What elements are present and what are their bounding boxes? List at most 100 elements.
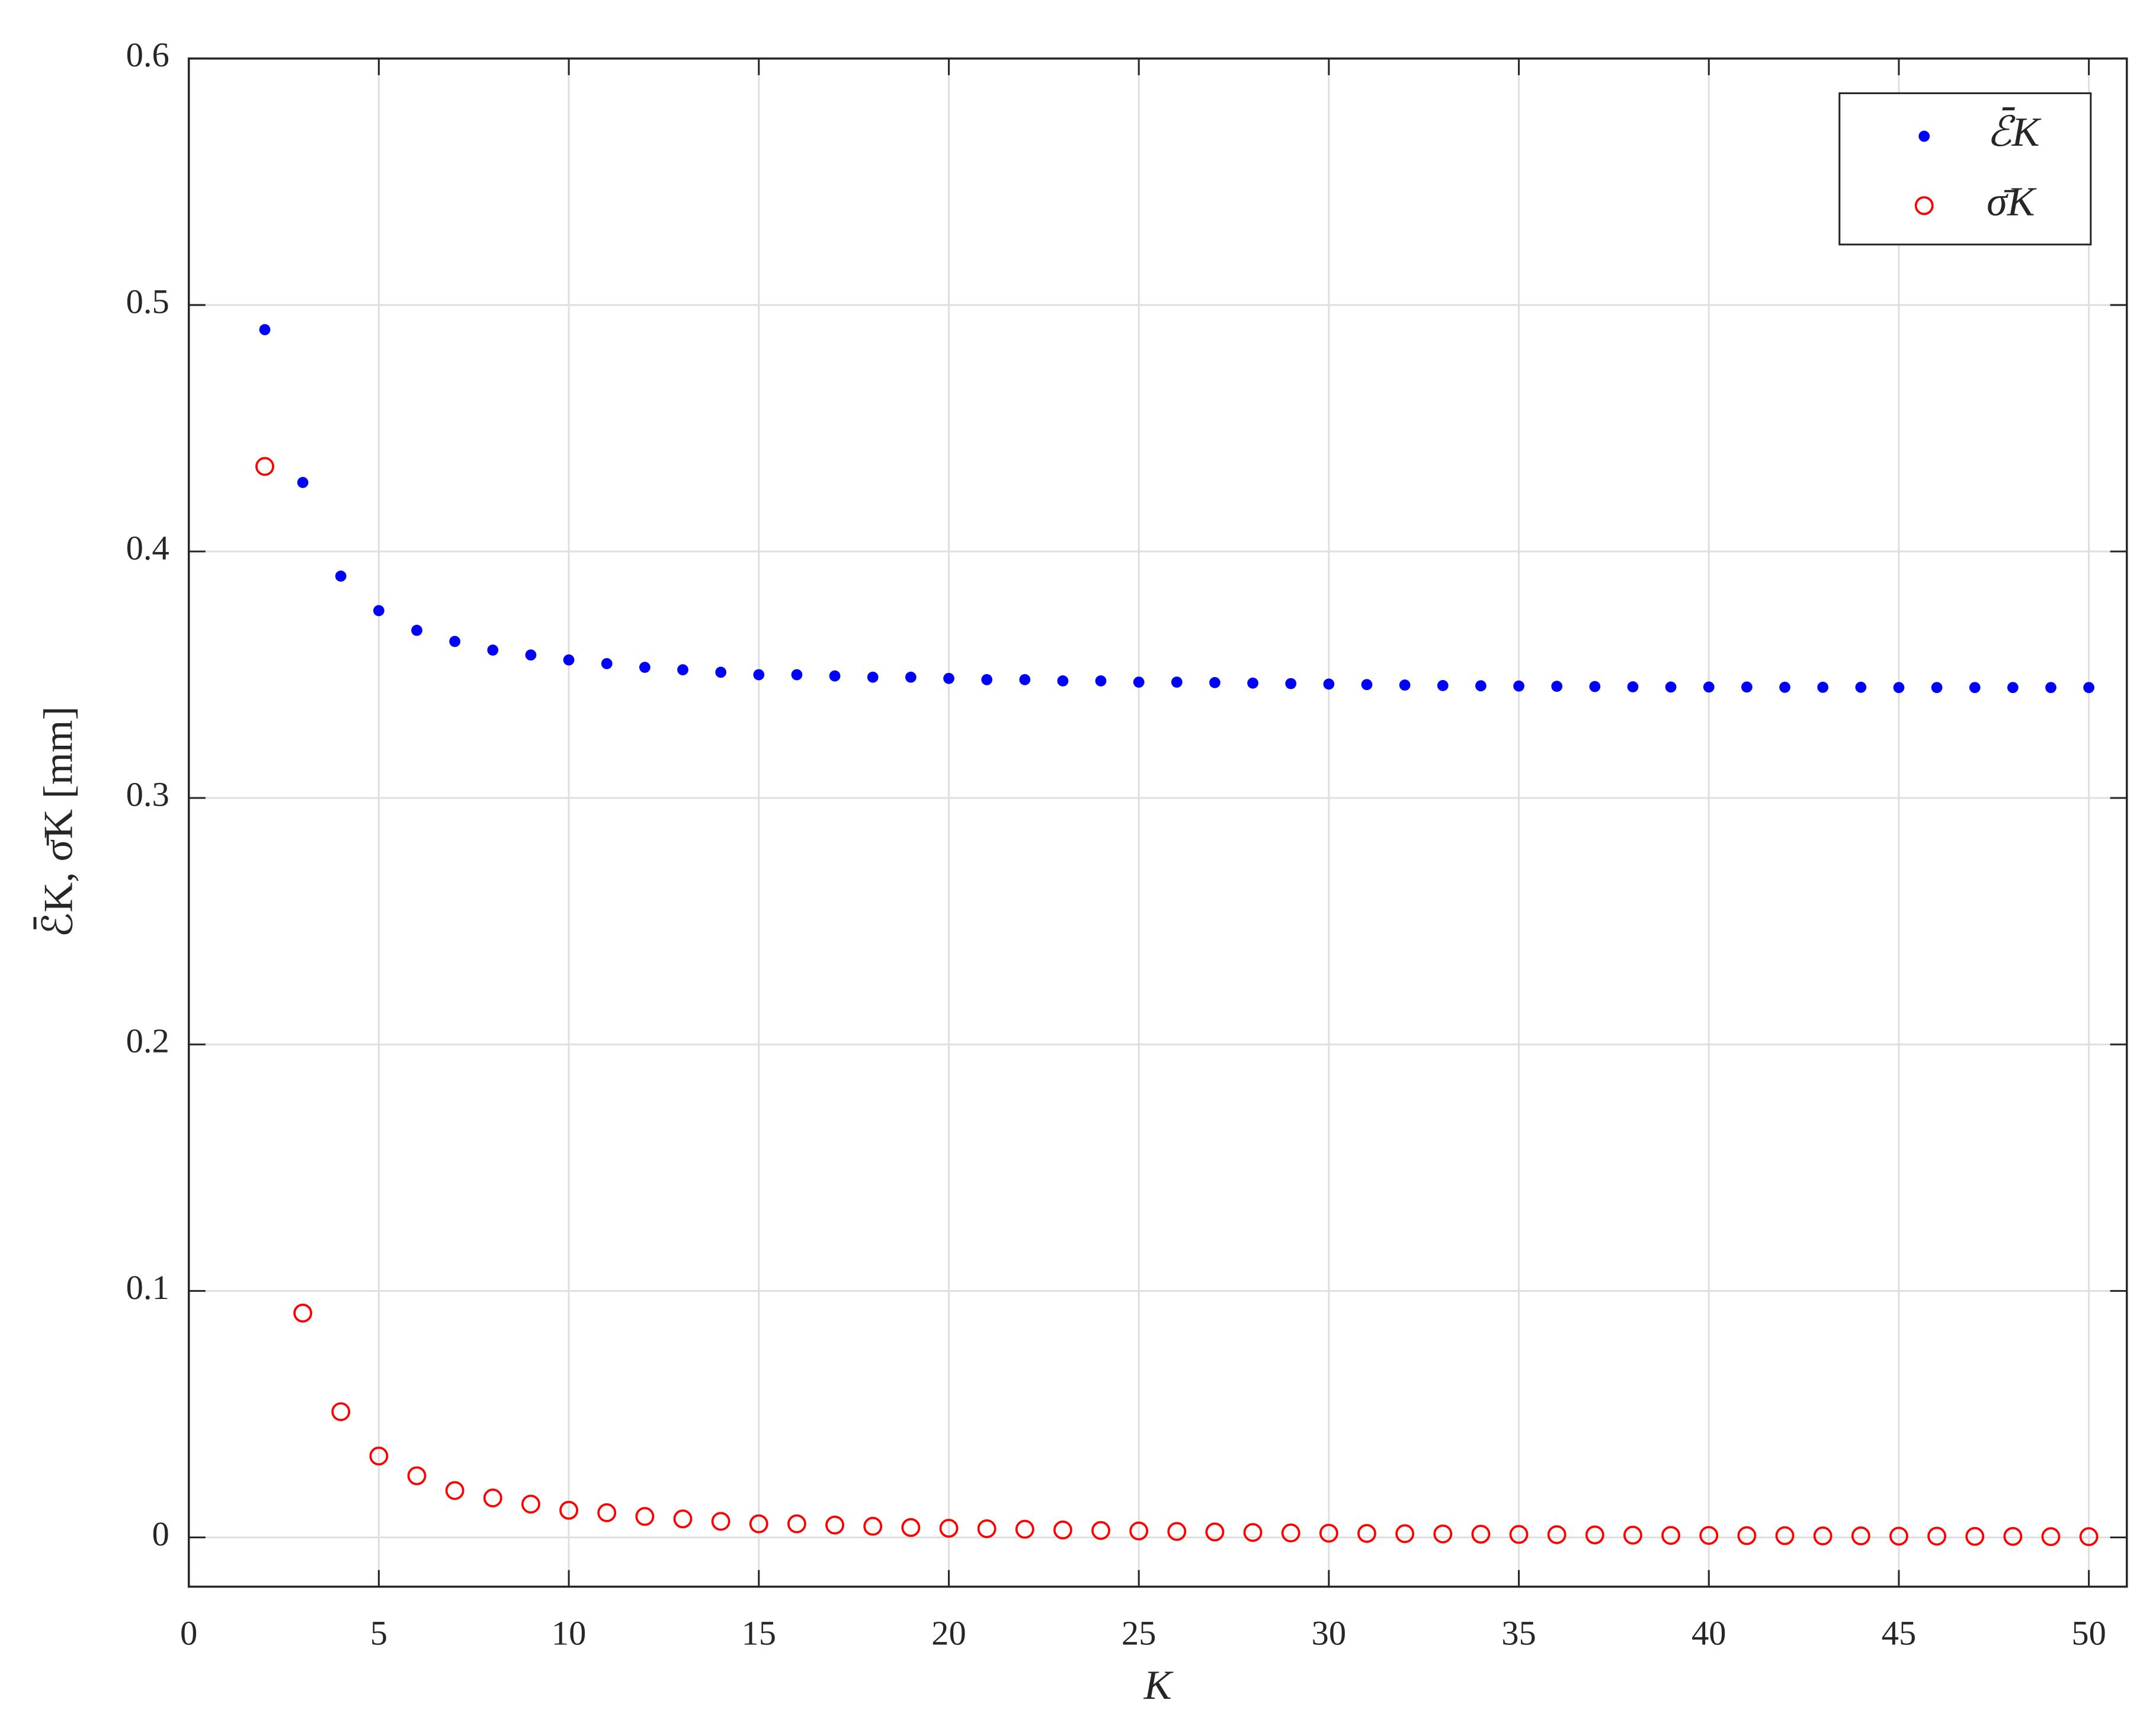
data-point: [483, 1488, 502, 1507]
data-point: [445, 1481, 464, 1500]
data-point: [639, 662, 651, 673]
data-point: [1509, 1525, 1529, 1544]
data-point: [711, 1512, 731, 1531]
data-point: [597, 1503, 617, 1522]
data-point: [1209, 677, 1220, 688]
data-point: [1779, 681, 1790, 693]
x-tick-label: 50: [2071, 1614, 2106, 1652]
data-point: [1661, 1526, 1681, 1545]
data-point: [1205, 1522, 1225, 1542]
data-point: [2079, 1527, 2099, 1547]
data-point: [1323, 678, 1335, 690]
data-point: [293, 1303, 313, 1323]
data-point: [1965, 1526, 1985, 1546]
legend-marker: [1918, 130, 1930, 142]
y-tick-label: 0.5: [126, 282, 169, 320]
data-point: [369, 1446, 389, 1466]
data-point: [373, 605, 385, 617]
data-point: [753, 669, 765, 681]
data-point: [297, 477, 309, 488]
data-point: [2007, 682, 2019, 694]
data-point: [1855, 681, 1867, 693]
x-tick-label: 0: [180, 1614, 197, 1652]
data-point: [2045, 682, 2056, 694]
y-axis-label: ℰ̄K, σ̄K [mm]: [34, 706, 82, 938]
data-point: [673, 1509, 693, 1529]
legend-marker: [1914, 196, 1934, 216]
data-point: [1019, 674, 1031, 685]
data-point: [867, 671, 879, 683]
data-point: [863, 1516, 883, 1536]
data-point: [1285, 678, 1297, 689]
data-point: [1015, 1519, 1034, 1539]
plot-frame: [187, 57, 2128, 1588]
data-point: [335, 570, 347, 582]
data-point: [901, 1518, 921, 1537]
data-point: [259, 324, 271, 335]
data-point: [1775, 1526, 1795, 1545]
data-point: [521, 1494, 540, 1514]
x-tick-label: 40: [1692, 1614, 1726, 1652]
data-point: [1053, 1521, 1072, 1539]
data-point: [1475, 680, 1487, 692]
data-point: [449, 636, 461, 647]
x-tick-label: 10: [552, 1614, 587, 1652]
data-point: [635, 1507, 655, 1526]
data-point: [1243, 1523, 1263, 1542]
y-tick-label: 0: [152, 1515, 169, 1553]
data-point: [1395, 1524, 1415, 1544]
data-point: [559, 1500, 579, 1520]
data-point: [749, 1514, 768, 1534]
data-point: [1057, 675, 1069, 687]
data-point: [1813, 1526, 1833, 1545]
data-point: [1623, 1525, 1642, 1545]
data-point: [601, 657, 613, 669]
data-point: [825, 1515, 844, 1535]
x-axis-label: K: [1143, 1662, 1174, 1708]
data-point: [2083, 682, 2095, 694]
data-point: [1091, 1521, 1110, 1540]
data-point: [525, 649, 537, 661]
legend-box: [1838, 92, 2092, 246]
data-point: [1357, 1523, 1376, 1543]
x-tick-label: 30: [1312, 1614, 1347, 1652]
data-point: [2041, 1527, 2061, 1547]
data-point: [1931, 682, 1943, 694]
x-tick-label: 45: [1882, 1614, 1917, 1652]
data-point: [563, 654, 575, 666]
data-point: [1927, 1526, 1947, 1546]
data-point: [1095, 675, 1107, 687]
data-point: [1589, 681, 1601, 692]
data-point: [1665, 681, 1677, 693]
y-tick-label: 0.2: [126, 1022, 169, 1060]
data-point: [1737, 1526, 1757, 1545]
y-tick-label: 0.4: [126, 528, 169, 567]
data-point: [1547, 1525, 1566, 1544]
data-point: [715, 666, 727, 678]
data-point: [939, 1519, 959, 1538]
data-point: [331, 1402, 351, 1422]
data-point: [2003, 1526, 2023, 1546]
data-point: [1433, 1524, 1453, 1544]
data-point: [1437, 680, 1449, 691]
legend-label: σ̄K: [1987, 178, 2037, 224]
x-tick-label: 5: [370, 1614, 387, 1652]
data-point: [1817, 681, 1829, 693]
data-point: [1703, 681, 1715, 693]
data-point: [829, 670, 841, 682]
data-point: [1319, 1523, 1338, 1543]
legend-label: ℰ̄K: [1987, 107, 2042, 155]
data-point: [787, 1514, 806, 1534]
data-point: [1893, 682, 1905, 694]
data-point: [1171, 676, 1183, 688]
data-point: [1281, 1523, 1300, 1542]
y-tick-label: 0.6: [126, 36, 169, 74]
data-point: [407, 1466, 427, 1486]
data-point: [1551, 681, 1563, 692]
data-point: [1969, 682, 1981, 694]
data-point: [977, 1519, 997, 1538]
data-point: [1627, 681, 1639, 692]
